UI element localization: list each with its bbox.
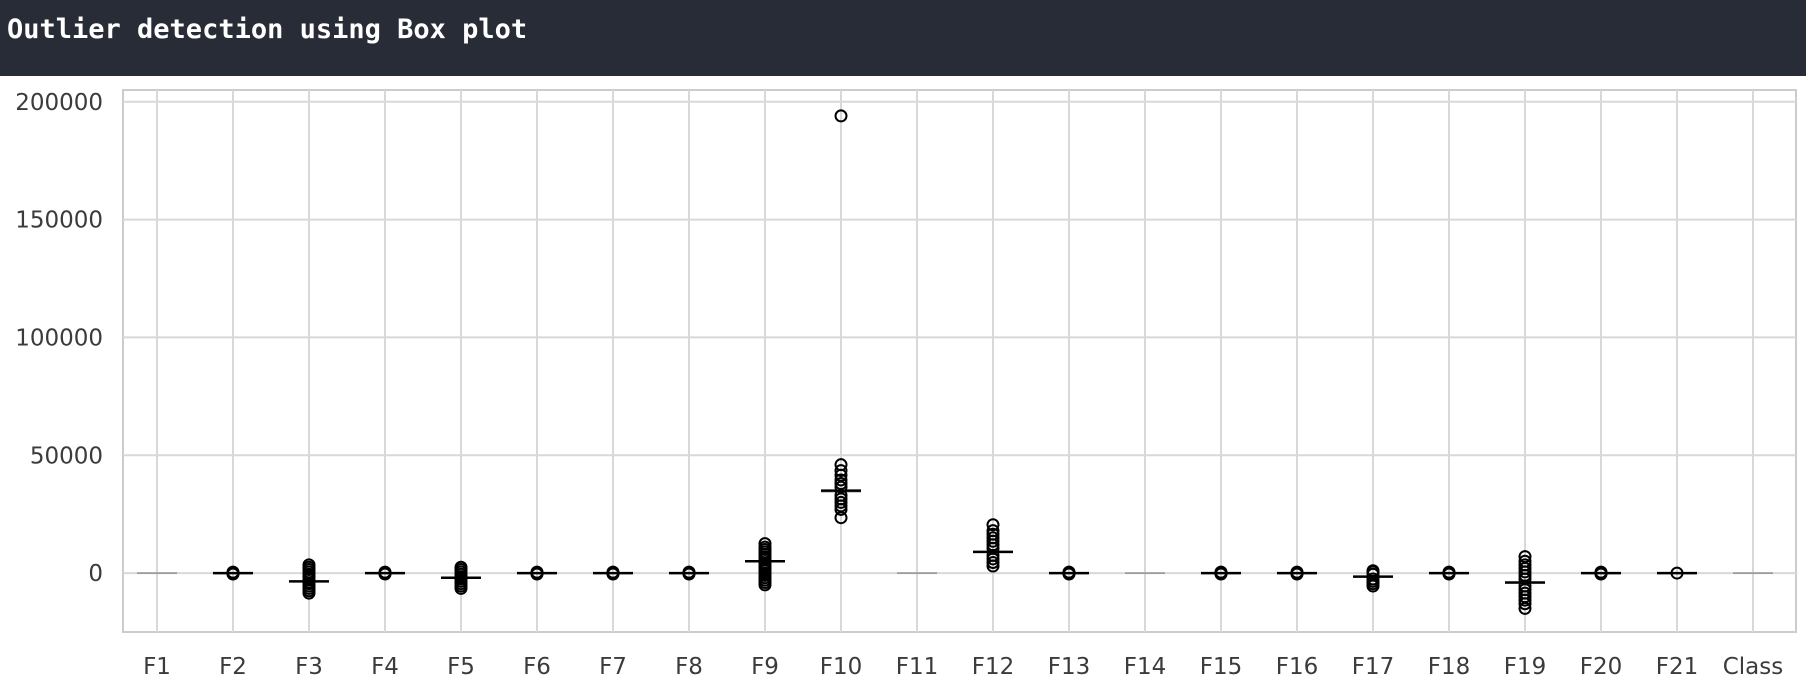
outlier-point (1670, 566, 1684, 580)
outlier-point (986, 518, 1000, 532)
x-tick-label: F16 (1276, 654, 1319, 680)
x-tick-label: F7 (599, 654, 627, 680)
header-bar: Outlier detection using Box plot (0, 0, 1806, 76)
outlier-point (606, 565, 620, 579)
x-tick-label: F19 (1504, 654, 1547, 680)
outlier-point (1518, 550, 1532, 564)
y-tick-label: 0 (88, 561, 103, 587)
outlier-point (758, 540, 772, 554)
outlier-point (986, 531, 1000, 545)
outlier-point (986, 555, 1000, 569)
x-tick-label: F3 (295, 654, 323, 680)
outlier-point (1366, 564, 1380, 578)
outlier-point (834, 464, 848, 478)
plot-frame (122, 89, 1797, 633)
x-tick-label: F15 (1200, 654, 1243, 680)
x-tick-label: F9 (751, 654, 779, 680)
outlier-point (454, 560, 468, 574)
page-title: Outlier detection using Box plot (7, 14, 528, 45)
x-tick-label: F5 (447, 654, 475, 680)
x-tick-label: F14 (1124, 654, 1167, 680)
outlier-point (986, 527, 1000, 541)
x-tick-label: F4 (371, 654, 399, 680)
x-tick-label: F6 (523, 654, 551, 680)
outlier-point (1518, 554, 1532, 568)
outlier-point (226, 565, 240, 579)
x-tick-label: Class (1723, 654, 1784, 680)
x-tick-label: F18 (1428, 654, 1471, 680)
x-tick-label: F2 (219, 654, 247, 680)
x-tick-label: F13 (1048, 654, 1091, 680)
x-tick-label: F12 (972, 654, 1015, 680)
outlier-point (530, 565, 544, 579)
outlier-point (1062, 565, 1076, 579)
outlier-point (1594, 565, 1608, 579)
outlier-point (1442, 565, 1456, 579)
outlier-point (1518, 558, 1532, 572)
x-tick-label: F17 (1352, 654, 1395, 680)
boxplot-chart: 0 50000 100000 150000 200000 F1 F2 F3 F4 F5 F6 F7 F8… (15, 89, 1797, 680)
outlier-point (758, 537, 772, 551)
y-tick-label: 200000 (15, 90, 103, 116)
x-tick-label: F20 (1580, 654, 1623, 680)
x-tick-label: F8 (675, 654, 703, 680)
outlier-point (834, 473, 848, 487)
outlier-point (378, 565, 392, 579)
outlier-point (834, 495, 848, 509)
outlier-point (1290, 565, 1304, 579)
outlier-point (986, 524, 1000, 538)
y-tick-label: 50000 (30, 443, 103, 469)
outlier-point (834, 109, 848, 123)
x-tick-label: F11 (896, 654, 939, 680)
x-tick-label: F10 (820, 654, 863, 680)
outlier-point (1214, 565, 1228, 579)
outlier-point (834, 477, 848, 491)
outlier-point (1518, 586, 1532, 600)
x-tick-label: F1 (143, 654, 171, 680)
y-tick-label: 150000 (15, 208, 103, 234)
y-tick-label: 100000 (15, 325, 103, 351)
outlier-point (1366, 572, 1380, 586)
x-tick-label: F21 (1656, 654, 1699, 680)
outlier-point (302, 558, 316, 572)
outlier-point (834, 458, 848, 472)
outlier-point (682, 565, 696, 579)
